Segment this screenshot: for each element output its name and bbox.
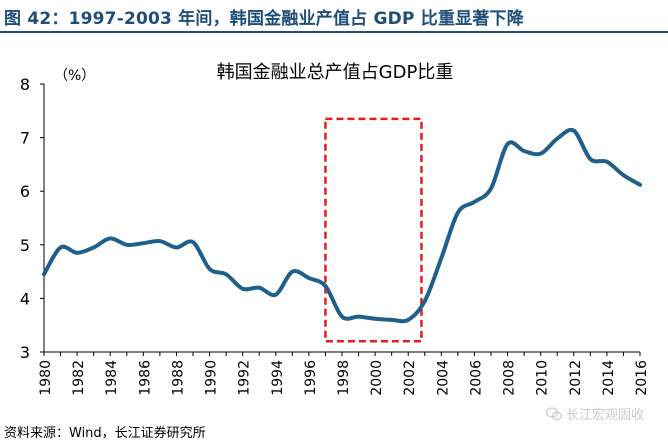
x-tick-label: 1988 [170,360,186,396]
x-tick-label: 2008 [502,360,518,396]
x-tick-label: 2016 [634,360,650,396]
y-tick-label: 6 [20,182,30,201]
x-tick-label: 1996 [303,360,319,396]
x-tick-label: 1986 [137,360,153,396]
y-tick-label: 5 [20,236,30,255]
x-tick-label: 2012 [568,360,584,396]
x-tick-label: 2006 [468,360,484,396]
y-tick-label: 4 [20,289,30,308]
figure-header: 图 42：1997-2003 年间，韩国金融业产值占 GDP 比重显著下降 [0,0,668,34]
figure-title: 图 42：1997-2003 年间，韩国金融业产值占 GDP 比重显著下降 [4,9,524,29]
x-tick-label: 2004 [435,360,451,396]
y-axis-ticks: 3 4 5 6 7 8 [20,75,44,362]
x-tick-label: 1990 [204,360,220,396]
y-axis-unit-label: （%） [54,68,95,84]
x-tick-label: 1982 [71,360,87,396]
x-axis-ticks: 1980 1982 1984 1986 1988 1990 1992 1994 1996 1998… [38,352,650,396]
watermark: 长江宏观固收 [545,404,644,423]
watermark-text: 长江宏观固收 [565,408,644,423]
source-note: 资料来源：Wind，长江证券研究所 [4,426,206,441]
y-tick-label: 7 [20,129,30,148]
highlight-layer [324,117,423,343]
x-tick-label: 2000 [369,360,385,396]
series-layer [42,127,642,324]
x-tick-label: 1980 [38,360,54,396]
chart-title: 韩国金融业总产值占GDP比重 [217,62,454,83]
y-tick-label: 3 [20,343,30,362]
wechat-icon [545,406,562,420]
y-tick-label: 8 [20,75,30,94]
title-underline [0,31,668,33]
axes [43,84,640,353]
x-tick-label: 1994 [270,360,286,396]
x-tick-label: 1984 [104,360,120,396]
series-line [42,127,642,324]
x-tick-label: 1992 [237,360,253,396]
x-tick-label: 2002 [402,360,418,396]
x-tick-label: 1998 [336,360,352,396]
x-tick-label: 2014 [601,360,617,396]
x-tick-label: 2010 [535,360,551,396]
highlight-box-1997-2003 [324,117,423,343]
